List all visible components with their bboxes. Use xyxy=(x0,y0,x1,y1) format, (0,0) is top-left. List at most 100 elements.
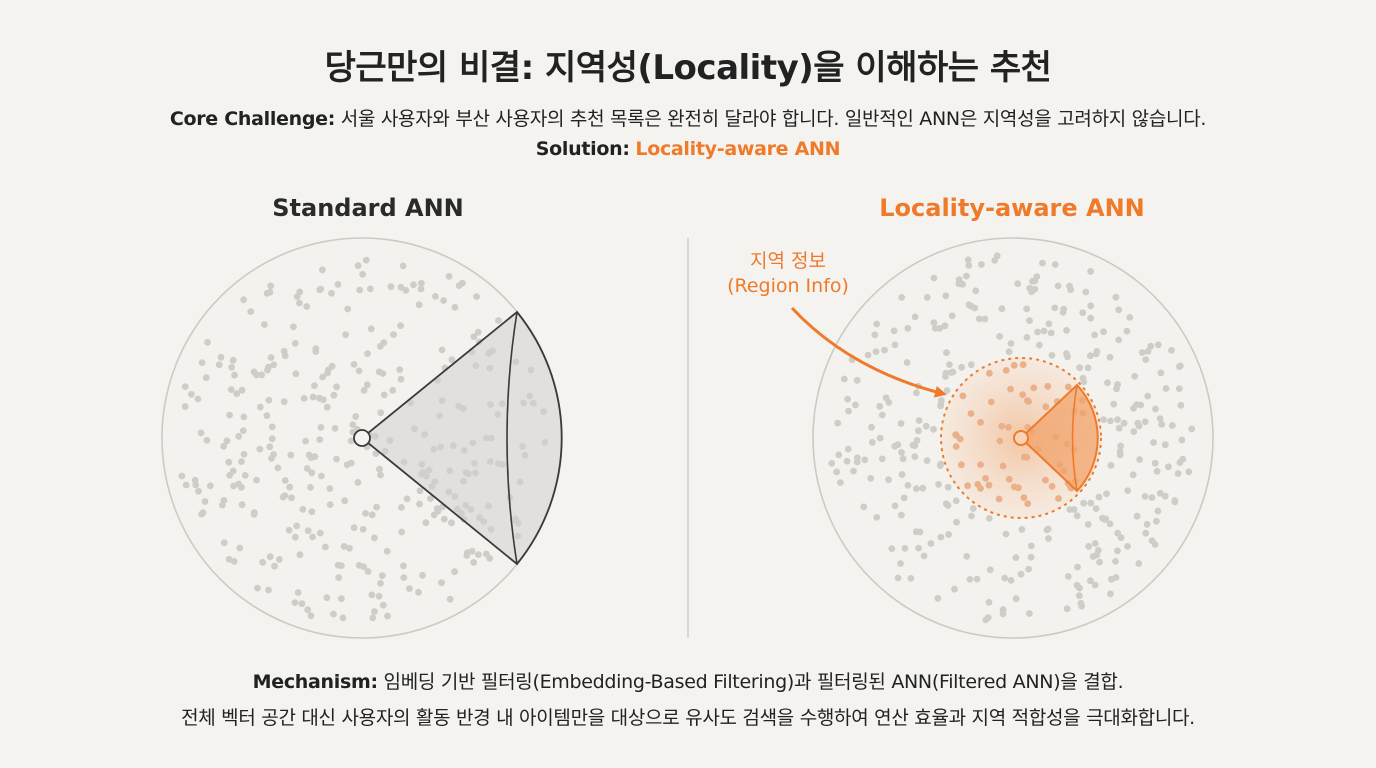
vector-point xyxy=(316,529,324,537)
region-info-arrow xyxy=(790,306,947,398)
vector-point xyxy=(235,432,243,440)
vector-point xyxy=(894,574,902,582)
vector-point xyxy=(201,498,209,505)
vector-point xyxy=(1141,493,1149,500)
region-vector-point xyxy=(1005,423,1012,431)
region-vector-point xyxy=(953,432,960,439)
vector-point xyxy=(225,555,233,563)
vector-point xyxy=(834,419,842,427)
vector-point xyxy=(267,354,275,361)
vector-point xyxy=(888,545,896,552)
vector-point xyxy=(398,528,406,536)
vector-point xyxy=(380,391,388,399)
vector-point xyxy=(1007,577,1015,584)
region-vector-point xyxy=(958,461,965,469)
vector-point xyxy=(240,296,248,304)
vector-point xyxy=(1017,570,1025,578)
vector-point xyxy=(241,472,249,479)
vector-point xyxy=(364,350,371,357)
vector-point xyxy=(422,519,430,527)
vector-point xyxy=(316,286,324,294)
vector-point xyxy=(300,395,308,402)
vector-point xyxy=(1157,369,1165,377)
vector-point xyxy=(266,443,274,451)
vector-point xyxy=(318,472,325,480)
vector-point xyxy=(1095,493,1103,501)
vector-point xyxy=(360,386,368,394)
vector-point xyxy=(1087,577,1094,585)
vector-point xyxy=(307,484,314,491)
vector-point xyxy=(264,366,271,374)
vector-point xyxy=(203,436,211,444)
vector-point xyxy=(354,478,362,486)
vector-point xyxy=(304,527,312,535)
vector-point xyxy=(268,435,276,443)
vector-point xyxy=(963,272,970,280)
vector-point xyxy=(331,424,339,432)
vector-point xyxy=(1106,520,1114,528)
vector-point xyxy=(840,375,848,383)
vector-point xyxy=(944,483,952,491)
vector-point xyxy=(1116,447,1124,455)
vector-point xyxy=(299,505,307,513)
vector-point xyxy=(1161,492,1169,500)
locality-ann-title: Locality-aware ANN xyxy=(879,194,1145,222)
vector-point xyxy=(276,556,283,563)
vector-point xyxy=(293,522,301,530)
vector-point xyxy=(384,612,391,620)
vector-point xyxy=(355,367,363,375)
vector-point xyxy=(868,423,875,431)
mechanism-line: Mechanism: 임베딩 기반 필터링(Embedding-Based Fi… xyxy=(0,667,1376,694)
vector-point xyxy=(1107,417,1114,425)
vector-point xyxy=(403,495,411,503)
vector-point xyxy=(438,346,446,354)
locality-cone-inner-arc xyxy=(1071,384,1078,492)
vector-point xyxy=(920,552,928,560)
vector-point xyxy=(296,551,304,559)
vector-point xyxy=(430,511,438,519)
vector-point xyxy=(285,526,293,534)
vector-point xyxy=(274,464,282,472)
vector-point xyxy=(930,319,938,326)
region-vector-point xyxy=(985,481,993,489)
vector-point xyxy=(1147,342,1155,350)
mechanism-text-1: 임베딩 기반 필터링(Embedding-Based Filtering)과 필… xyxy=(377,671,1124,693)
vector-point xyxy=(387,283,395,291)
vector-point xyxy=(844,445,852,453)
vector-point xyxy=(833,468,840,476)
vector-point xyxy=(455,282,463,289)
vector-point xyxy=(319,266,326,274)
vector-point xyxy=(894,441,902,448)
vector-point xyxy=(955,280,963,287)
vector-point xyxy=(1156,415,1164,422)
vector-point xyxy=(475,551,482,558)
vector-point xyxy=(261,321,268,328)
vector-point xyxy=(238,458,245,465)
vector-point xyxy=(881,346,888,354)
vector-point xyxy=(344,305,352,313)
vector-point xyxy=(400,562,407,570)
vector-point xyxy=(1045,320,1053,328)
region-vector-point xyxy=(952,443,960,450)
vector-point xyxy=(853,376,861,384)
vector-point xyxy=(1138,349,1146,356)
vector-point xyxy=(265,396,273,404)
vector-point xyxy=(1176,459,1184,466)
vector-point xyxy=(911,313,919,321)
vector-point xyxy=(369,614,377,622)
vector-point xyxy=(1059,309,1067,316)
vector-point xyxy=(1074,563,1081,571)
vector-point xyxy=(885,476,892,484)
vector-point xyxy=(281,492,289,499)
vector-point xyxy=(882,394,890,402)
vector-point xyxy=(1154,341,1162,349)
vector-point xyxy=(376,465,383,473)
vector-point xyxy=(941,322,949,330)
vector-point xyxy=(307,454,315,461)
vector-point xyxy=(474,328,482,336)
vector-point xyxy=(323,594,331,602)
vector-point xyxy=(996,333,1004,340)
vector-point xyxy=(354,262,362,269)
vector-point xyxy=(1076,584,1083,592)
vector-point xyxy=(340,543,348,550)
